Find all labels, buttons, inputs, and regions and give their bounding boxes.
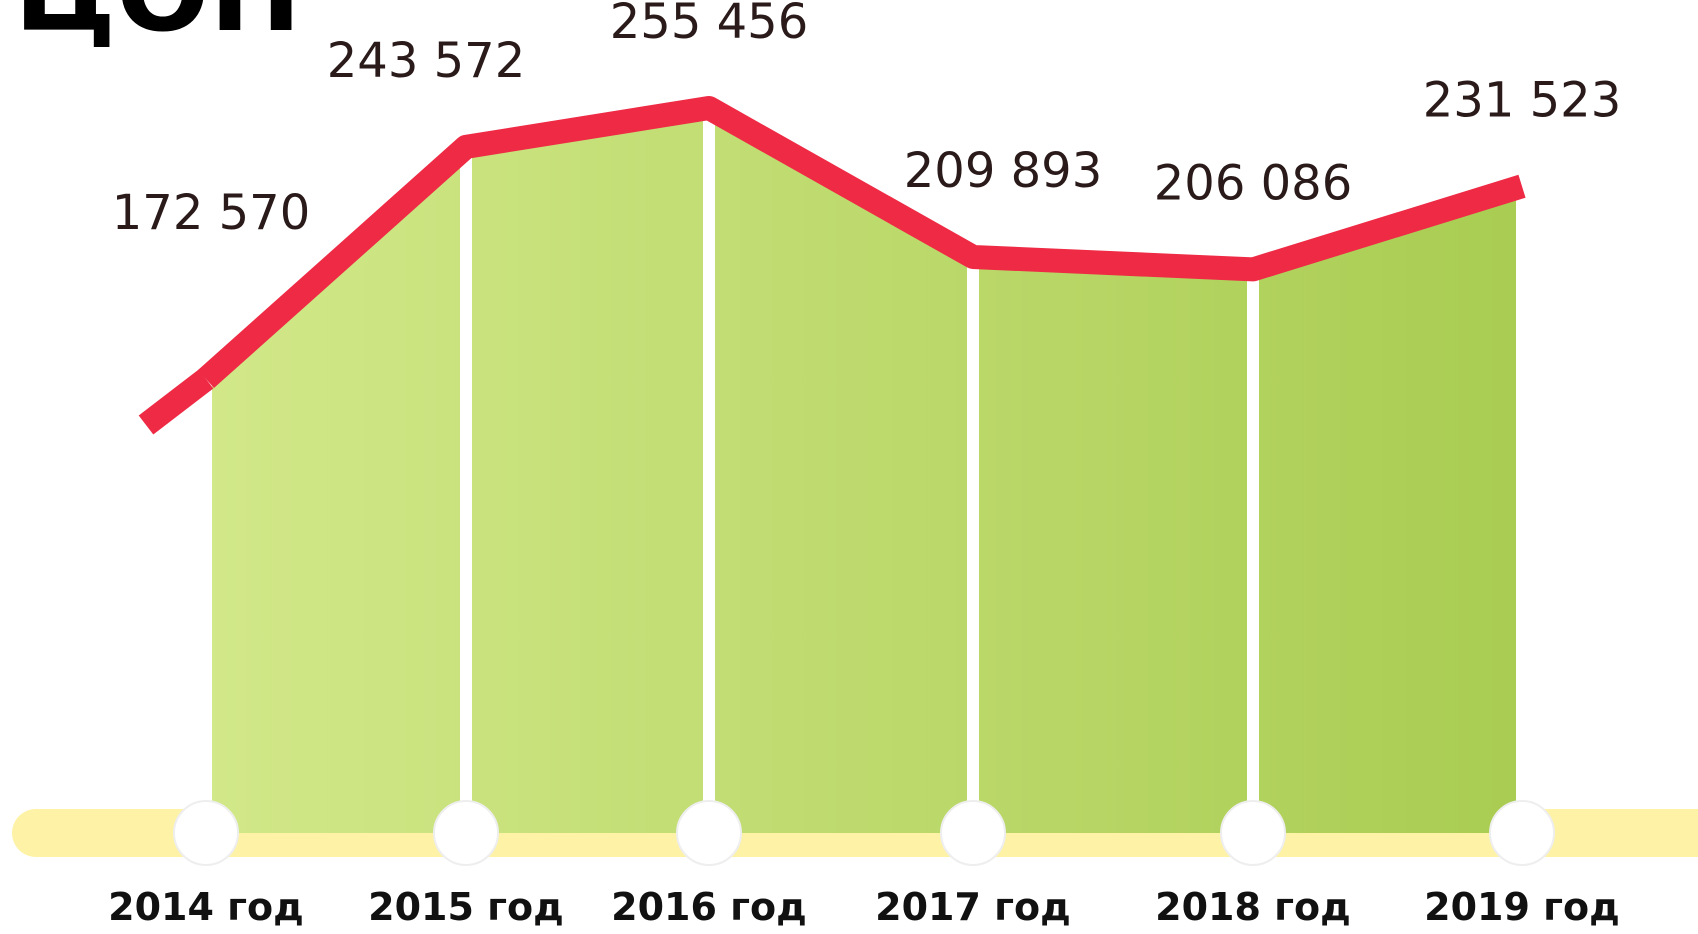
x-tick-label: 2018 год bbox=[1155, 885, 1351, 929]
chart-title: ЦОН bbox=[14, 0, 302, 56]
x-tick-label: 2014 год bbox=[108, 885, 304, 929]
x-tick-label: 2019 год bbox=[1424, 885, 1620, 929]
axis-dot bbox=[1220, 800, 1286, 866]
x-tick-label: 2016 год bbox=[611, 885, 807, 929]
value-label: 209 893 bbox=[904, 143, 1103, 199]
area bbox=[206, 108, 1522, 833]
value-label: 243 572 bbox=[327, 33, 526, 89]
value-label: 206 086 bbox=[1154, 155, 1353, 211]
value-label: 255 456 bbox=[610, 0, 809, 50]
axis-dot bbox=[1489, 800, 1555, 866]
value-label: 172 570 bbox=[112, 185, 311, 241]
x-tick-label: 2017 год bbox=[875, 885, 1071, 929]
line bbox=[198, 96, 1526, 388]
axis-dot bbox=[433, 800, 499, 866]
axis-dot bbox=[676, 800, 742, 866]
axis-dot bbox=[173, 800, 239, 866]
line-tail bbox=[138, 369, 214, 435]
value-label: 231 523 bbox=[1423, 72, 1622, 128]
axis-dot bbox=[940, 800, 1006, 866]
x-tick-label: 2015 год bbox=[368, 885, 564, 929]
